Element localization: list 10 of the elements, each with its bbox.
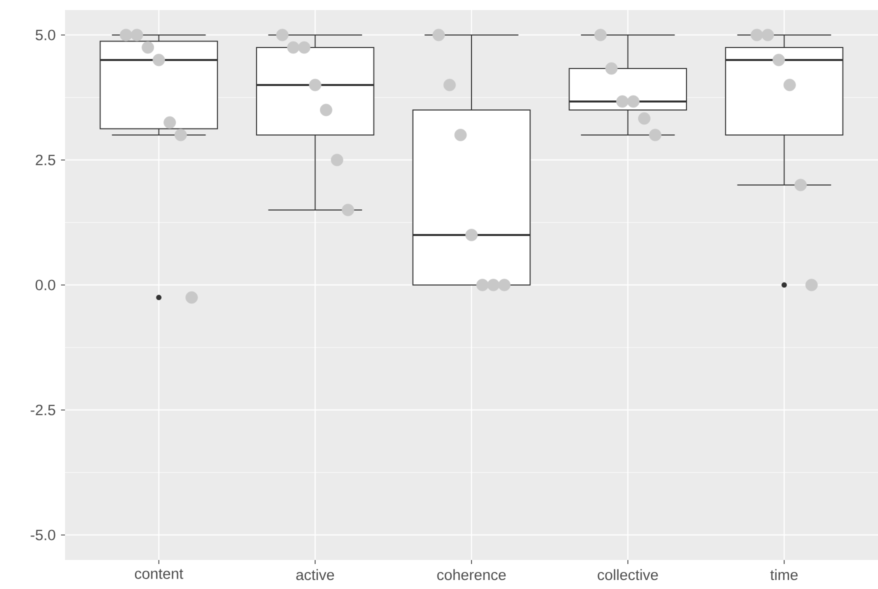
x-tick-label: time [770,569,798,580]
x-tick-label: active [296,569,334,580]
y-tick-label: -5.0 [30,530,56,540]
y-tick-label: 0.0 [36,280,56,290]
y-tick-label: 2.5 [36,154,56,166]
x-tick-label: coherence [437,569,506,580]
x-tick-label: content [134,569,184,579]
y-tick-label: -2.5 [30,404,56,416]
x-tick-label: collective [598,569,658,580]
y-tick-label: 5.0 [36,30,56,40]
